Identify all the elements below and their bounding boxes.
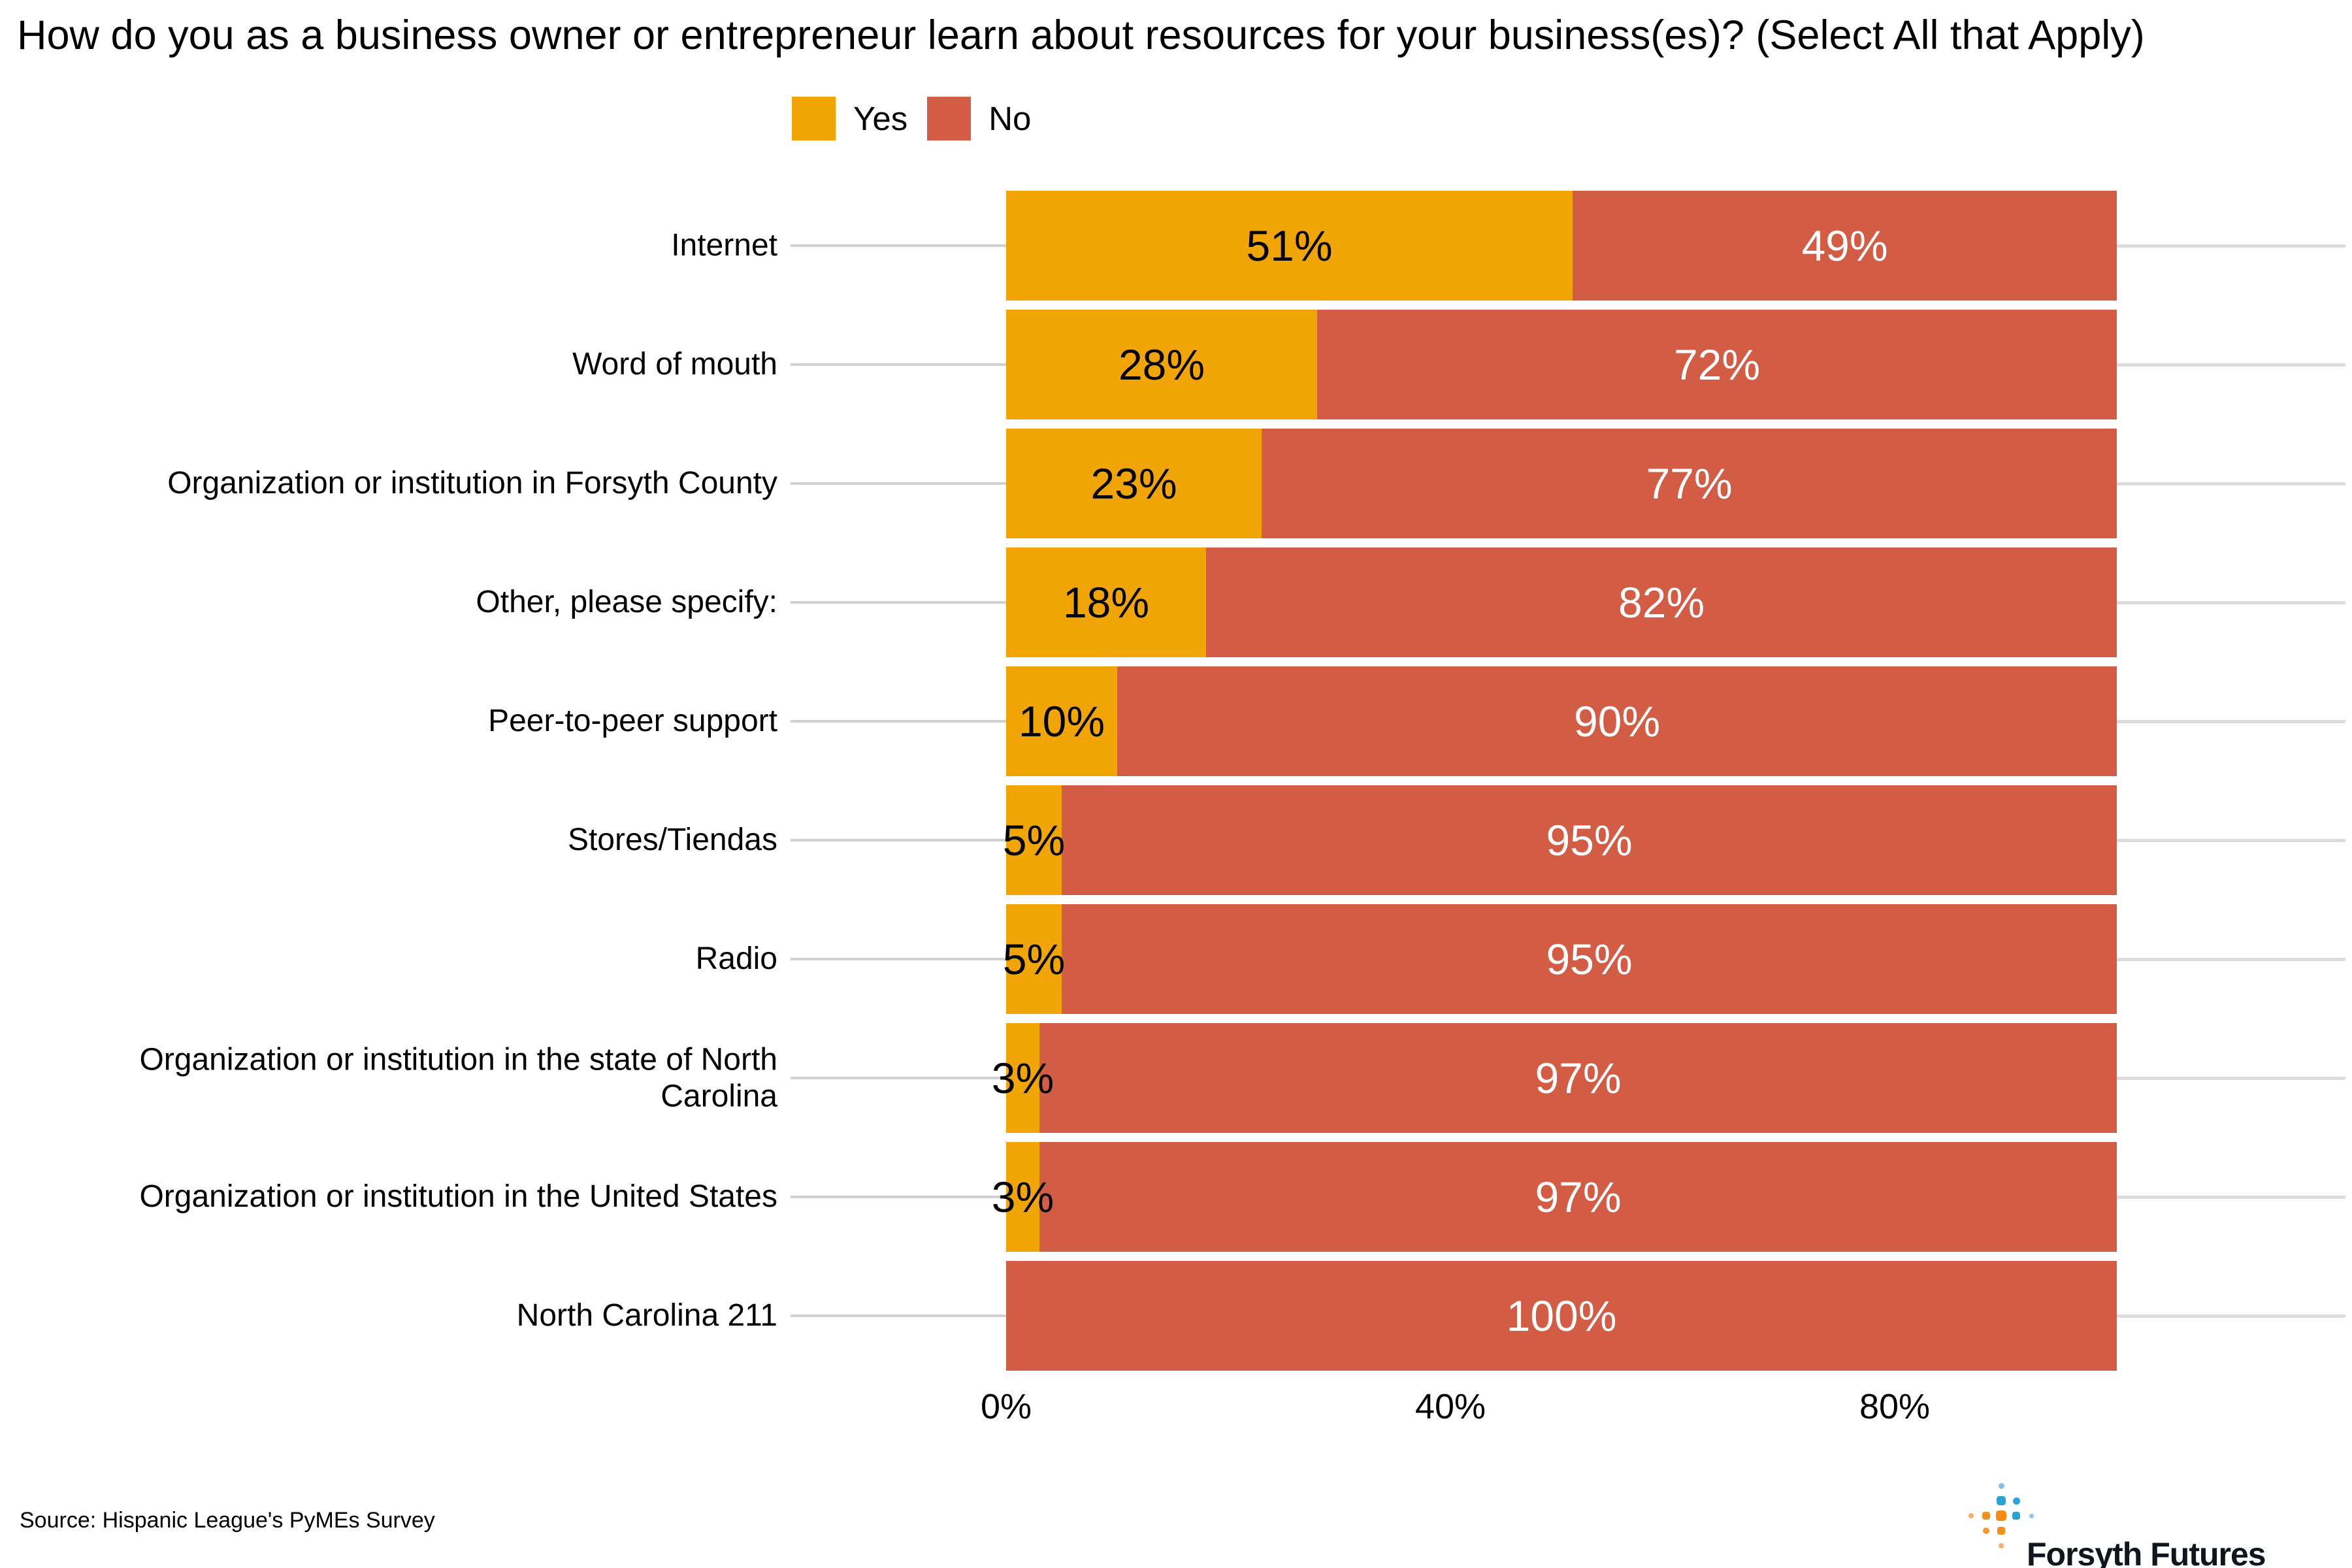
bar-segment-yes: [1006, 191, 1573, 301]
bar-segment-no: [1117, 666, 2117, 776]
y-axis-tick-right: [2117, 839, 2345, 842]
bar-value-label-yes: 5%: [1002, 935, 1066, 983]
bar-value-label-no: 77%: [1646, 459, 1733, 508]
bar-segment-yes: [1006, 904, 1062, 1014]
logo-dot-icon: [1983, 1527, 1989, 1534]
x-axis-label: 0%: [980, 1387, 1032, 1426]
legend-label: Yes: [853, 100, 908, 137]
legend-item-no: No: [927, 97, 1031, 140]
bar-value-label-yes: 5%: [1002, 816, 1066, 864]
logo-dot-icon: [1998, 1482, 2004, 1489]
bar-value-label-no: 82%: [1618, 578, 1705, 627]
category-label: Organization or institution in Forsyth C…: [167, 466, 777, 501]
y-axis-tick-left: [791, 839, 1006, 841]
logo-dot-icon: [2012, 1497, 2020, 1505]
category-label: North Carolina 211: [516, 1298, 777, 1333]
logo-dot-icon: [1982, 1512, 1990, 1520]
bar-value-label-no: 72%: [1673, 340, 1761, 389]
bar-segment-yes: [1006, 429, 1262, 538]
x-axis-label: 80%: [1859, 1387, 1931, 1426]
bar-segment-yes: [1006, 547, 1206, 657]
bar-value-label-yes: 18%: [1062, 578, 1150, 627]
bar-segment-no: [1006, 1261, 2117, 1371]
y-axis-tick-left: [791, 244, 1006, 247]
y-axis-tick-left: [791, 1196, 1006, 1198]
category-label: Word of mouth: [572, 347, 777, 382]
bar-value-label-yes: 28%: [1118, 340, 1205, 389]
category-label: Peer-to-peer support: [488, 704, 777, 739]
bar-segment-no: [1206, 547, 2117, 657]
bar-value-label-yes: 10%: [1018, 697, 1105, 745]
bar-segment-yes: [1006, 310, 1317, 419]
y-axis-tick-right: [2117, 1196, 2345, 1199]
x-axis-label: 40%: [1414, 1387, 1486, 1426]
y-axis-tick-right: [2117, 1077, 2345, 1080]
bar-segment-no: [1573, 191, 2117, 301]
y-axis-tick-right: [2117, 958, 2345, 961]
legend-item-yes: Yes: [792, 97, 907, 140]
bar-segment-no: [1039, 1142, 2117, 1252]
y-axis-tick-right: [2117, 244, 2345, 248]
bar-value-label-no: 100%: [1506, 1292, 1617, 1340]
y-axis-tick-left: [791, 720, 1006, 723]
bar-value-label-no: 49%: [1801, 221, 1888, 270]
bar-value-label-no: 97%: [1535, 1173, 1622, 1221]
bar-value-label-yes: 23%: [1090, 459, 1177, 508]
logo-dot-icon: [1999, 1543, 2004, 1548]
bar-segment-no: [1062, 785, 2117, 895]
bar-segment-no: [1317, 310, 2117, 419]
category-label: Radio: [695, 941, 777, 977]
bar-value-label-yes: 3%: [991, 1173, 1054, 1221]
bar-segment-no: [1262, 429, 2117, 538]
bar-value-label-no: 95%: [1546, 816, 1633, 864]
y-axis-tick-left: [791, 1315, 1006, 1317]
chart-title: How do you as a business owner or entrep…: [17, 12, 2145, 58]
logo-dot-icon: [1997, 1496, 2006, 1505]
category-label: Internet: [671, 228, 777, 263]
category-label: Organization or institution in the Unite…: [139, 1179, 777, 1215]
category-label: Organization or institution in the state…: [139, 1042, 777, 1113]
legend-swatch-no: [927, 97, 972, 140]
y-axis-tick-left: [791, 601, 1006, 604]
source-note: Source: Hispanic League's PyMEs Survey: [20, 1508, 435, 1533]
y-axis-tick-right: [2117, 482, 2345, 485]
legend: Yes No: [792, 97, 1031, 140]
bar-value-label-no: 97%: [1535, 1054, 1622, 1102]
y-axis-tick-right: [2117, 601, 2345, 604]
bar-value-label-yes: 51%: [1246, 221, 1333, 270]
category-label: Other, please specify:: [476, 585, 777, 620]
y-axis-tick-left: [791, 363, 1006, 366]
logo-dot-icon: [1997, 1527, 2005, 1535]
logo-dot-icon: [2012, 1512, 2020, 1520]
legend-label: No: [988, 100, 1032, 137]
bar-segment-yes: [1006, 666, 1117, 776]
y-axis-tick-left: [791, 482, 1006, 485]
logo-dot-icon: [1996, 1511, 2006, 1521]
category-label: Stores/Tiendas: [567, 823, 777, 858]
y-axis-tick-right: [2117, 363, 2345, 367]
logo-dot-icon: [2029, 1513, 2034, 1518]
bar-segment-yes: [1006, 1142, 1039, 1252]
y-axis-tick-right: [2117, 720, 2345, 723]
bar-segment-no: [1062, 904, 2117, 1014]
bar-segment-yes: [1006, 785, 1062, 895]
bar-value-label-no: 90%: [1573, 697, 1661, 745]
y-axis-tick-left: [791, 958, 1006, 960]
bar-value-label-no: 95%: [1546, 935, 1633, 983]
legend-swatch-yes: [792, 97, 836, 140]
logo-text: Forsyth Futures: [2027, 1536, 2266, 1568]
y-axis-tick-right: [2117, 1315, 2345, 1318]
bar-segment-yes: [1006, 1023, 1039, 1133]
bar-value-label-yes: 3%: [991, 1054, 1054, 1102]
y-axis-tick-left: [791, 1077, 1006, 1079]
logo-dot-icon: [1968, 1513, 1974, 1518]
bar-segment-no: [1039, 1023, 2117, 1133]
